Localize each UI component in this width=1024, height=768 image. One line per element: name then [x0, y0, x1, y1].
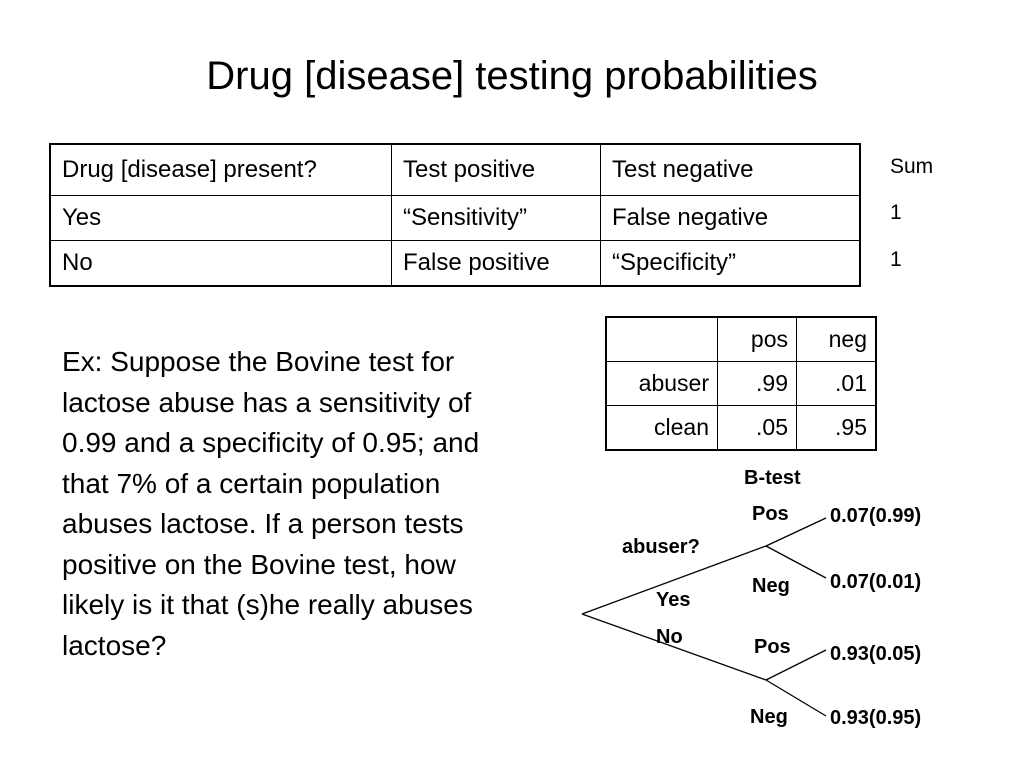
row-yes-negative: False negative	[600, 195, 861, 241]
tree-leaf-value: 0.93(0.95)	[830, 707, 921, 729]
row-no-label: No	[49, 240, 392, 287]
table-row: clean .05 .95	[605, 405, 877, 451]
tree-branch-neg: Neg	[752, 575, 790, 597]
table-row: No False positive “Specificity”	[49, 240, 861, 287]
rates-row-abuser: abuser	[605, 361, 718, 406]
rates-row-clean: clean	[605, 405, 718, 451]
rates-abuser-pos: .99	[717, 361, 797, 406]
branch-yes-pos-line	[765, 517, 827, 547]
example-text: Ex: Suppose the Bovine test for lactose …	[62, 346, 480, 661]
row-no-negative: “Specificity”	[600, 240, 861, 287]
rates-corner-cell	[605, 316, 718, 362]
tree-no-label: No	[656, 626, 683, 648]
table-row: abuser .99 .01	[605, 361, 877, 406]
branch-yes-neg-line	[765, 545, 827, 579]
tree-test-label: B-test	[744, 467, 801, 489]
slide-title: Drug [disease] testing probabilities	[206, 54, 818, 98]
row-yes-positive: “Sensitivity”	[391, 195, 601, 241]
branch-yes-line	[581, 545, 767, 615]
header-test-negative: Test negative	[600, 143, 861, 196]
tree-branch-pos: Pos	[754, 636, 791, 658]
rates-clean-neg: .95	[796, 405, 877, 451]
tree-leaf-value: 0.07(0.01)	[830, 571, 921, 593]
branch-no-pos-line	[765, 649, 827, 681]
sum-yes: 1	[890, 201, 902, 224]
sum-label: Sum	[890, 155, 934, 178]
tree-root-question: abuser?	[622, 536, 700, 558]
branch-no-line	[581, 613, 767, 681]
rates-clean-pos: .05	[717, 405, 797, 451]
tree-branches	[581, 517, 827, 717]
tree-yes-label: Yes	[656, 589, 690, 611]
row-no-positive: False positive	[391, 240, 601, 287]
rates-table: pos neg abuser .99 .01 clean .05 .95	[605, 316, 877, 451]
rates-header-neg: neg	[796, 316, 877, 362]
sum-no: 1	[890, 248, 902, 271]
branch-no-neg-line	[765, 679, 827, 717]
probability-table: Drug [disease] present? Test positive Te…	[49, 143, 861, 287]
tree-leaf-value: 0.93(0.05)	[830, 643, 921, 665]
tree-branch-neg: Neg	[750, 706, 788, 728]
row-yes-label: Yes	[49, 195, 392, 241]
rates-abuser-neg: .01	[796, 361, 877, 406]
tree-leaf-value: 0.07(0.99)	[830, 505, 921, 527]
tree-branch-pos: Pos	[752, 503, 789, 525]
table-row: Yes “Sensitivity” False negative	[49, 195, 861, 241]
